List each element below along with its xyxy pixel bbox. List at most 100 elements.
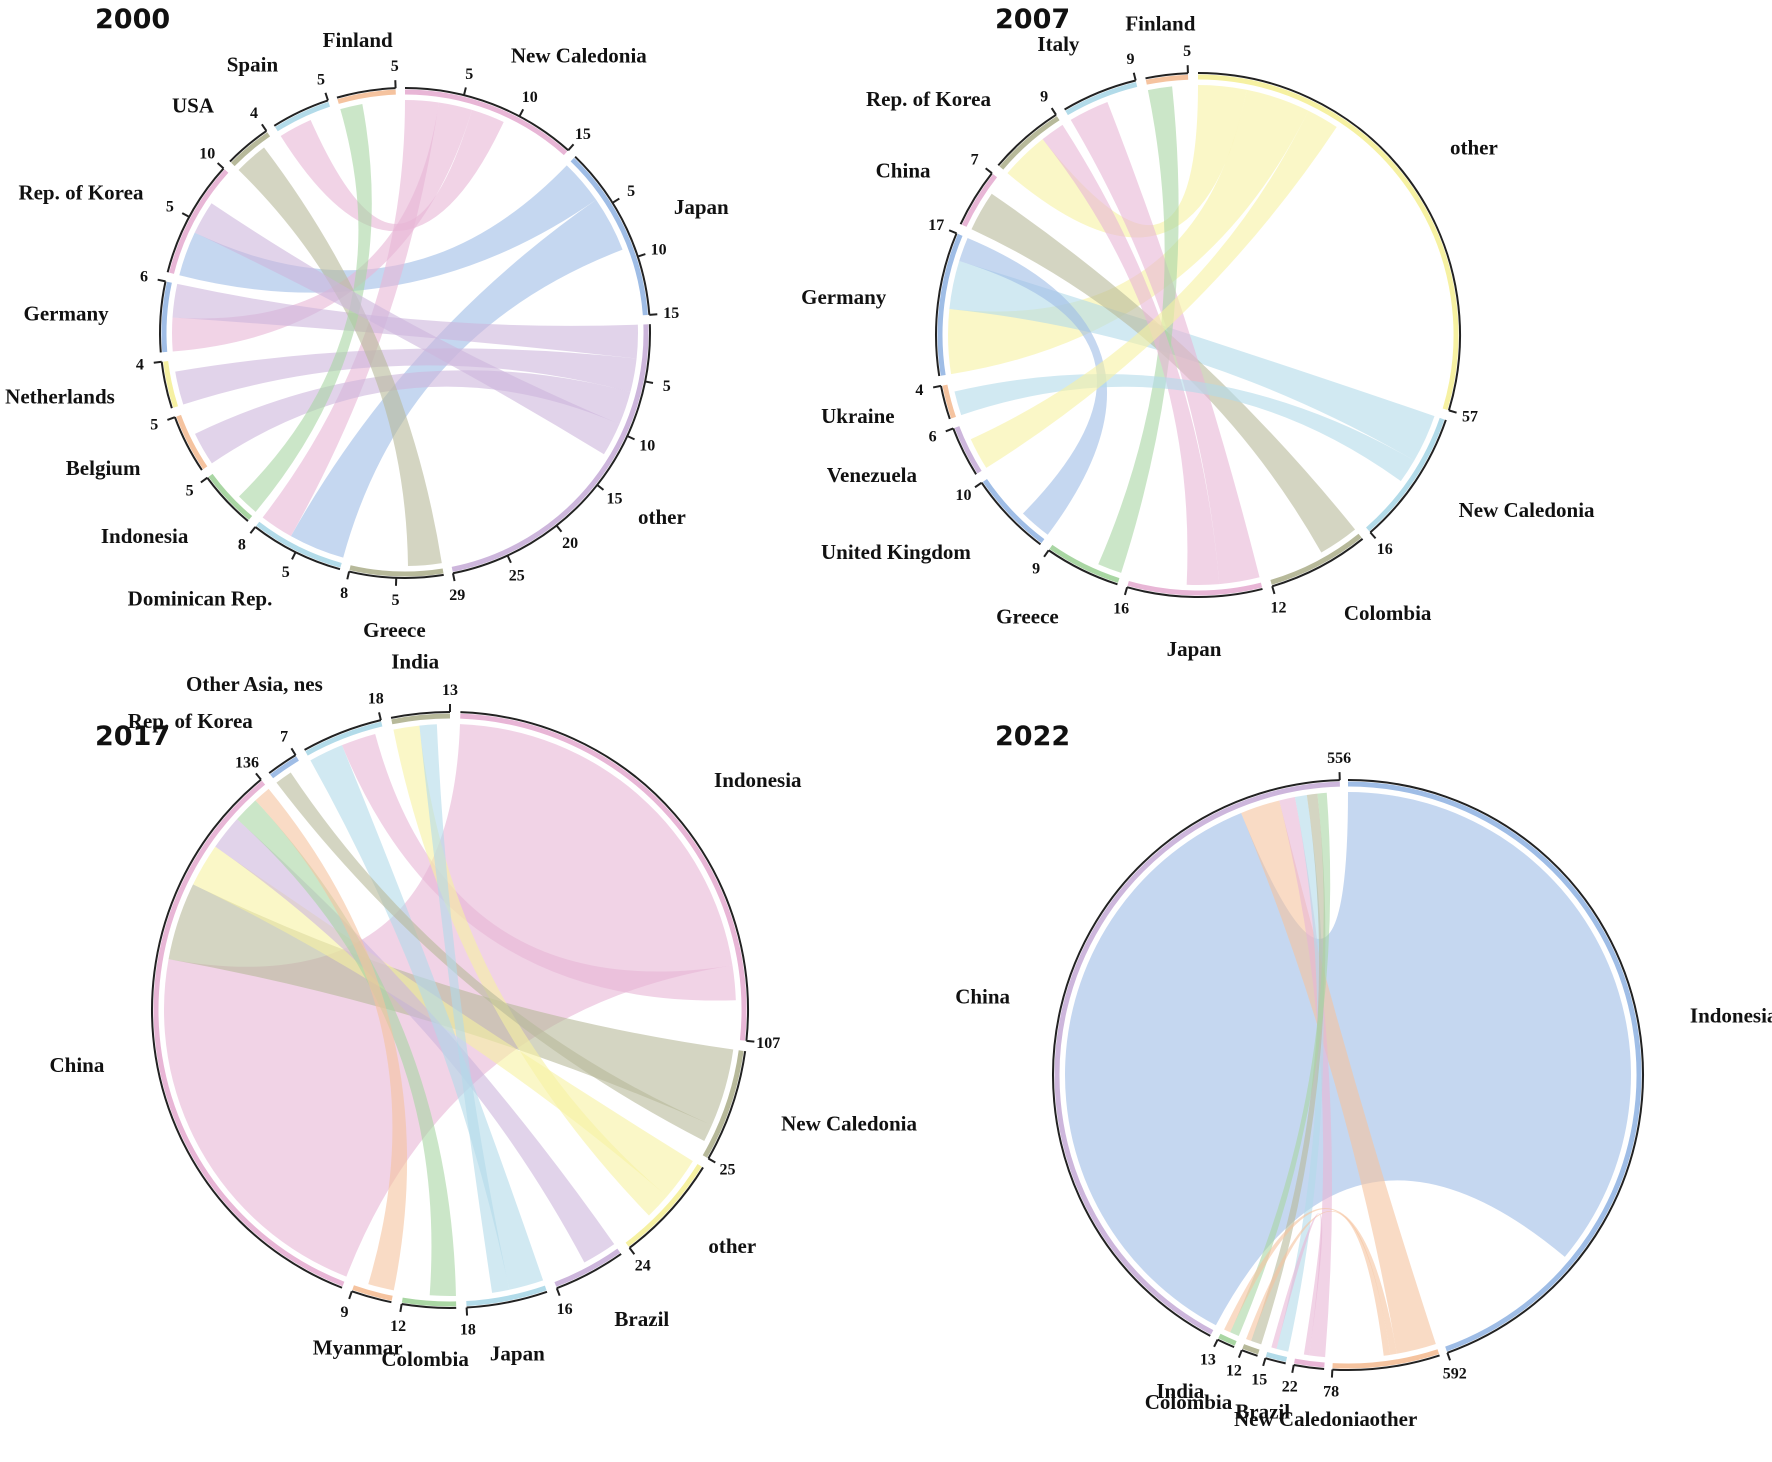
- ribbon-indonesia-to-finland: [238, 103, 372, 512]
- tick-label: 9: [341, 1304, 349, 1321]
- segment-new-caledonia: 25 New Caledonia: [702, 1050, 918, 1178]
- segment-band-finland: [337, 89, 396, 104]
- panel-title-2007: 2007: [995, 4, 1070, 35]
- segment-arc-china: [1052, 779, 1340, 1337]
- category-label-germany: Germany: [23, 301, 109, 325]
- tick-mark: [1262, 1357, 1267, 1367]
- segment-band-ukraine: [942, 384, 956, 419]
- segment-finland: 5 Finland: [323, 28, 399, 104]
- segment-belgium: 5 Belgium: [66, 414, 208, 480]
- tick-mark: [612, 197, 620, 204]
- category-label-china: China: [876, 159, 931, 183]
- category-label-germany: Germany: [801, 285, 887, 309]
- segment-band-japan: [1127, 580, 1263, 596]
- category-label-japan: Japan: [674, 195, 729, 219]
- tick-mark: [249, 526, 257, 534]
- segment-arc-myanmar: [351, 1290, 392, 1304]
- segment-arc-china: [959, 172, 993, 225]
- category-label-other: other: [1370, 1407, 1418, 1431]
- tick-mark: [555, 1287, 561, 1297]
- tick-mark: [628, 1247, 636, 1255]
- ribbon-new-caledonia-to-spain: [280, 109, 504, 232]
- segment-band-other: [1332, 1349, 1440, 1369]
- tick-mark: [1123, 586, 1129, 596]
- tick-label: 5: [150, 417, 158, 434]
- tick-mark: [649, 313, 658, 316]
- ribbon-indonesia-to-other-asia-nes: [341, 733, 736, 1001]
- tick-label: 78: [1323, 1384, 1339, 1401]
- tick-mark: [324, 92, 329, 101]
- ring-layer-2022: 592 Indonesia 78 other 22 New Caledonia 15 Braz…: [955, 750, 1772, 1431]
- segment-germany: 17 Germany: [801, 217, 963, 377]
- chord-panel-2000: 2000 5 10 15 New Caledonia 5 10 15 Japan 5 10 15 20…: [5, 4, 729, 642]
- ring-layer-2000: 5 10 15 New Caledonia 5 10 15 Japan 5 10 15 20 25 29 o…: [5, 28, 729, 642]
- ring-layer-2017: 107 Indonesia 25 New Caledonia 24 other 16 Braz…: [50, 650, 918, 1371]
- segment-band-japan: [570, 157, 648, 316]
- segment-band-other: [1197, 74, 1459, 410]
- tick-label: 5: [627, 183, 635, 200]
- tick-mark: [1291, 1364, 1295, 1374]
- segment-arc-belgium: [173, 416, 203, 471]
- segment-rep-of-korea: 9 Rep. of Korea: [866, 87, 1060, 170]
- segment-band-united-kingdom: [982, 479, 1045, 544]
- tick-label: 16: [557, 1301, 573, 1318]
- segment-china: 136 China: [50, 755, 345, 1289]
- tick-label: 25: [719, 1161, 735, 1178]
- ribbon-new-caledonia-to-dominican-rep: [262, 100, 439, 537]
- segment-arc-other: [1197, 72, 1461, 411]
- segment-united-kingdom: 10 United Kingdom: [821, 479, 1045, 564]
- segment-brazil: 15 Brazil: [1235, 1351, 1290, 1423]
- segment-germany: 6 Germany: [23, 269, 172, 353]
- category-label-greece: Greece: [996, 604, 1059, 628]
- ribbon-myanmar-to-china: [255, 788, 408, 1291]
- tick-label: 17: [928, 217, 944, 234]
- segment-arc-other-asia-nes: [304, 719, 382, 751]
- tick-label: 592: [1443, 1365, 1467, 1382]
- tick-label: 5: [317, 72, 325, 89]
- category-label-indonesia: Indonesia: [101, 524, 189, 548]
- tick-label: 10: [651, 242, 667, 259]
- segment-greece: 5 8 Greece: [340, 565, 444, 642]
- category-label-rep-of-korea: Rep. of Korea: [18, 180, 144, 204]
- segment-china: 7 China: [876, 152, 998, 227]
- tick-mark: [932, 384, 942, 389]
- tick-label: 25: [509, 567, 525, 584]
- tick-mark: [157, 278, 166, 283]
- tick-label: 10: [639, 437, 655, 454]
- category-label-china: China: [955, 984, 1010, 1008]
- tick-label: 4: [915, 382, 923, 399]
- tick-label: 107: [756, 1035, 780, 1052]
- tick-mark: [167, 416, 176, 421]
- segment-japan: 16 Japan: [1113, 580, 1263, 661]
- tick-label: 5: [166, 198, 174, 215]
- tick-label: 22: [1282, 1379, 1298, 1396]
- tick-mark: [1446, 1352, 1451, 1361]
- tick-label: 5: [186, 483, 194, 500]
- tick-label: 10: [522, 89, 538, 106]
- tick-label: 9: [1040, 88, 1048, 105]
- category-label-colombia: Colombia: [381, 1347, 469, 1371]
- category-label-venezuela: Venezuela: [827, 463, 918, 487]
- tick-mark: [596, 484, 605, 491]
- segment-arc-brazil: [1265, 1357, 1286, 1365]
- tick-mark: [555, 524, 563, 533]
- segment-band-germany: [937, 233, 963, 376]
- tick-label: 8: [238, 536, 246, 553]
- tick-label: 5: [663, 378, 671, 395]
- category-label-new-caledonia: New Caledonia: [511, 44, 647, 68]
- category-label-ukraine: Ukraine: [821, 404, 895, 428]
- segment-band-china: [1054, 781, 1340, 1335]
- segment-arc-finland: [336, 87, 396, 99]
- segment-band-rep-of-korea: [169, 169, 229, 274]
- segment-band-new-caledonia: [1294, 1358, 1325, 1368]
- segment-new-caledonia: 22 New Caledonia: [1234, 1358, 1370, 1431]
- ribbon-japan-to-other-asia-nes: [310, 745, 544, 1290]
- segment-italy: 9 Italy: [1037, 32, 1138, 116]
- segment-other: 57 other: [1197, 72, 1498, 426]
- tick-label: 8: [340, 585, 348, 602]
- segment-myanmar: 9 Myanmar: [313, 1285, 403, 1360]
- tick-label: 18: [368, 691, 384, 708]
- segment-arc-rep-of-korea: [166, 167, 225, 273]
